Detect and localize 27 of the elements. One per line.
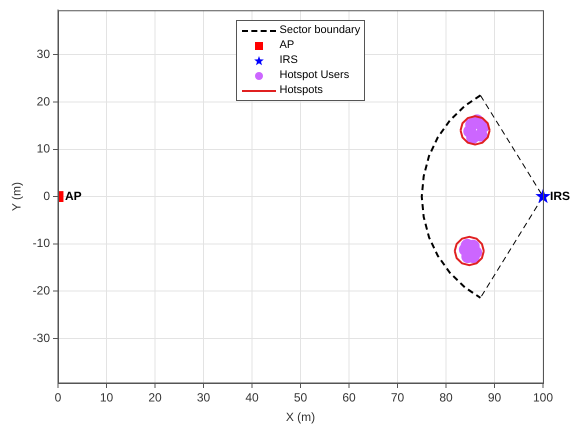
annotation: AP (65, 188, 82, 203)
y-tick-label: 30 (36, 46, 50, 61)
x-tick-label: 90 (488, 390, 502, 405)
x-tick-label: 40 (245, 390, 259, 405)
y-tick-label: -30 (32, 330, 50, 345)
y-tick-label: -10 (32, 236, 50, 250)
annotation: IRS (550, 188, 570, 203)
legend-label: AP (280, 38, 294, 54)
y-tick-label: 20 (36, 94, 50, 108)
x-tick-label: 50 (294, 390, 308, 405)
legend-label: Sector boundary (280, 23, 360, 38)
x-tick-label: 0 (54, 390, 62, 405)
x-tick-label: 80 (439, 390, 453, 405)
y-axis-title: Y (m) (10, 182, 24, 212)
y-tick-label: 0 (43, 188, 50, 203)
x-tick-label: 30 (196, 390, 210, 405)
legend-label: IRS (280, 53, 298, 68)
y-tick-label: -20 (32, 284, 50, 298)
x-tick-label: 10 (100, 390, 114, 405)
x-tick-label: 100 (532, 390, 554, 405)
x-axis-title: X (m) (286, 410, 316, 424)
legend-label: Hotspot Users (280, 68, 350, 84)
x-tick-label: 20 (148, 390, 162, 405)
y-tick-label: 10 (36, 142, 50, 156)
x-tick-label: 70 (390, 390, 404, 405)
x-tick-label: 60 (342, 390, 356, 405)
legend-label: Hotspots (280, 83, 323, 98)
